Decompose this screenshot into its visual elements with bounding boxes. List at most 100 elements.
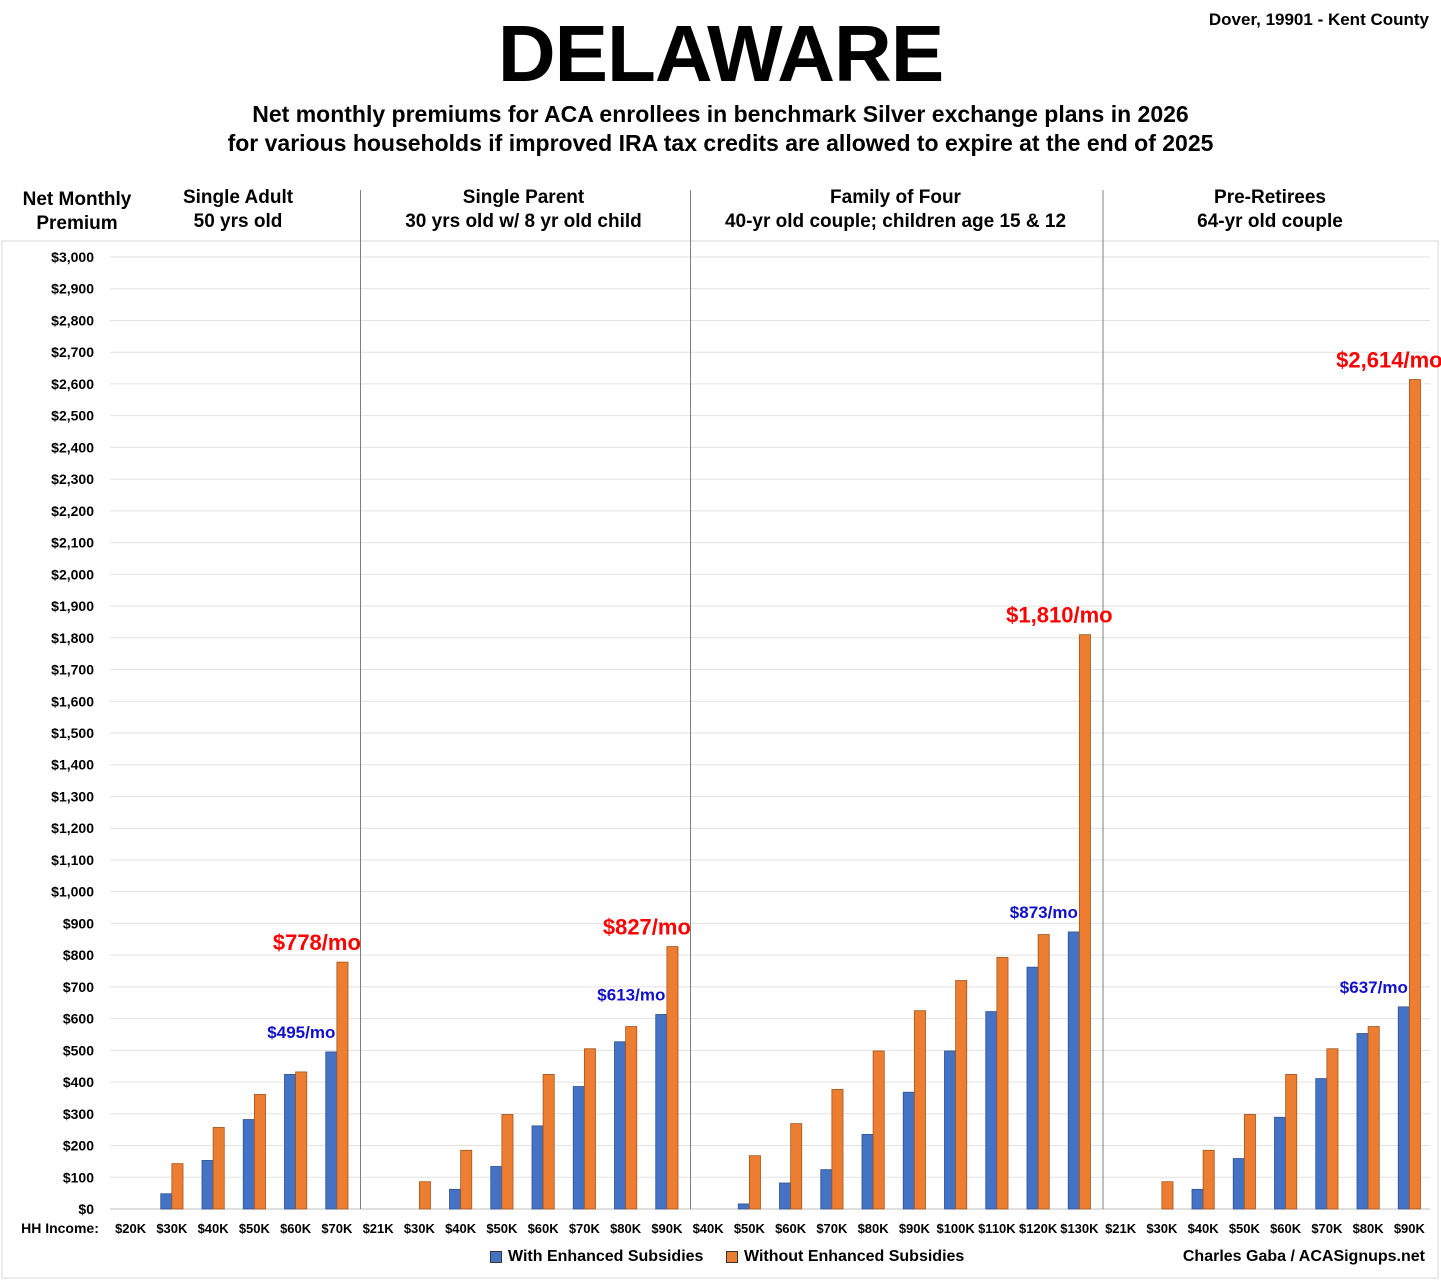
x-tick-label: $50K xyxy=(734,1221,766,1236)
y-tick-label: $500 xyxy=(63,1042,94,1058)
location-label: Dover, 19901 - Kent County xyxy=(1208,10,1429,29)
y-axis-title: Net Monthly Premium xyxy=(0,188,154,236)
legend-swatch-with xyxy=(490,1251,502,1263)
bar-with-enhanced xyxy=(325,1051,338,1210)
x-tick-label: $50K xyxy=(1229,1221,1261,1236)
bar-with-enhanced xyxy=(1397,1006,1410,1210)
panel-title-line-1: Pre-Retirees xyxy=(1214,187,1326,208)
bar-with-enhanced xyxy=(490,1166,503,1210)
x-tick-label: $80K xyxy=(610,1221,642,1236)
bar-with-enhanced xyxy=(160,1193,173,1210)
bar-without-enhanced xyxy=(872,1050,885,1210)
bar-without-enhanced xyxy=(418,1181,431,1210)
panel-title-line-1: Family of Four xyxy=(830,187,961,208)
bar-with-enhanced xyxy=(655,1014,668,1210)
y-tick-label: $1,100 xyxy=(51,852,94,868)
bar-with-enhanced xyxy=(737,1203,750,1210)
bar-without-enhanced xyxy=(666,946,679,1210)
x-tick-label: $90K xyxy=(899,1221,931,1236)
x-tick-label: $90K xyxy=(651,1221,683,1236)
subtitle-line-2: for various households if improved IRA t… xyxy=(227,130,1214,156)
bar-without-enhanced xyxy=(171,1163,184,1210)
panel-title-single-parent: Single Parent 30 yrs old w/ 8 yr old chi… xyxy=(358,186,689,234)
bar-with-enhanced xyxy=(944,1050,957,1210)
x-tick-label: $30K xyxy=(1146,1221,1178,1236)
panel-dividers xyxy=(360,190,1104,1209)
y-tick-label: $2,000 xyxy=(51,566,94,582)
legend-label-without: Without Enhanced Subsidies xyxy=(744,1248,965,1265)
bar-with-enhanced xyxy=(861,1134,874,1210)
x-axis-title: HH Income: xyxy=(21,1220,99,1236)
bar-with-enhanced xyxy=(572,1086,585,1210)
bar-without-enhanced xyxy=(1078,634,1091,1210)
y-tick-label: $200 xyxy=(63,1138,94,1154)
bar-without-enhanced xyxy=(542,1074,555,1210)
y-tick-label: $400 xyxy=(63,1074,94,1090)
x-tick-label: $60K xyxy=(1270,1221,1302,1236)
legend-label-with: With Enhanced Subsidies xyxy=(508,1248,704,1265)
y-tick-label: $1,500 xyxy=(51,725,94,741)
bar-without-enhanced xyxy=(1161,1181,1174,1210)
legend-swatch-without xyxy=(726,1251,738,1263)
panel-title-line-1: Single Adult xyxy=(182,187,294,208)
y-tick-label: $1,200 xyxy=(51,820,94,836)
bar-without-enhanced xyxy=(1285,1074,1298,1210)
bar-with-enhanced xyxy=(1315,1078,1328,1210)
legend-item-without: Without Enhanced Subsidies xyxy=(726,1248,964,1266)
panel-title-family-of-four: Family of Four 40-yr old couple; childre… xyxy=(689,186,1102,234)
bar-with-enhanced xyxy=(779,1182,792,1210)
y-tick-label: $100 xyxy=(63,1169,94,1185)
y-tick-label: $1,000 xyxy=(51,884,94,900)
callouts: $495/mo $778/mo $613/mo $827/mo $873/mo $1,81… xyxy=(267,347,1441,1041)
panel-title-line-1: Single Parent xyxy=(462,187,585,208)
y-tick-label: $2,600 xyxy=(51,376,94,392)
y-tick-label: $2,900 xyxy=(51,281,94,297)
bar-without-enhanced xyxy=(1408,379,1421,1210)
bar-with-enhanced xyxy=(1026,966,1039,1210)
bar-without-enhanced xyxy=(336,961,349,1210)
x-tick-label: $70K xyxy=(569,1221,601,1236)
subtitle-line-1: Net monthly premiums for ACA enrollees i… xyxy=(252,101,1189,127)
y-tick-label: $800 xyxy=(63,947,94,963)
bar-without-enhanced xyxy=(1243,1114,1256,1210)
callout-with-enhanced: $873/mo xyxy=(1010,903,1078,922)
y-axis-title-line-1: Net Monthly xyxy=(22,189,132,210)
callout-without-enhanced: $2,614/mo xyxy=(1336,347,1441,372)
y-tick-label: $2,800 xyxy=(51,312,94,328)
bar-with-enhanced xyxy=(985,1011,998,1210)
bar-with-enhanced xyxy=(284,1074,297,1210)
bar-with-enhanced xyxy=(1356,1033,1369,1210)
y-axis-title-line-2: Premium xyxy=(36,213,118,234)
y-tick-label: $700 xyxy=(63,979,94,995)
y-tick-label: $1,600 xyxy=(51,693,94,709)
callout-without-enhanced: $827/mo xyxy=(603,915,691,940)
callout-with-enhanced: $613/mo xyxy=(597,985,665,1004)
x-tick-label: $40K xyxy=(1188,1221,1220,1236)
bar-without-enhanced xyxy=(1367,1026,1380,1210)
y-tick-label: $2,100 xyxy=(51,535,94,551)
x-tick-label: $20K xyxy=(115,1221,147,1236)
x-tick-label: $110K xyxy=(978,1221,1016,1236)
bar-without-enhanced xyxy=(212,1127,225,1210)
bar-with-enhanced xyxy=(242,1119,255,1210)
x-tick-label: $90K xyxy=(1394,1221,1426,1236)
x-tick-label: $30K xyxy=(404,1221,436,1236)
bar-with-enhanced xyxy=(1191,1188,1204,1210)
bar-without-enhanced xyxy=(913,1010,926,1210)
y-tick-label: $300 xyxy=(63,1106,94,1122)
x-tick-label: $80K xyxy=(1353,1221,1385,1236)
y-tick-label: $1,400 xyxy=(51,757,94,773)
x-tick-label: $70K xyxy=(321,1221,353,1236)
bar-without-enhanced xyxy=(748,1155,761,1210)
page-title: DELAWARE xyxy=(497,9,944,98)
x-tick-label: $60K xyxy=(528,1221,560,1236)
bar-with-enhanced xyxy=(1274,1116,1287,1210)
bar-without-enhanced xyxy=(1037,934,1050,1210)
legend-item-with: With Enhanced Subsidies xyxy=(490,1248,703,1266)
y-tick-label: $2,500 xyxy=(51,408,94,424)
bar-with-enhanced xyxy=(449,1188,462,1210)
panel-title-line-2: 64-yr old couple xyxy=(1197,211,1343,232)
y-tick-label: $1,700 xyxy=(51,662,94,678)
y-tick-label: $600 xyxy=(63,1011,94,1027)
